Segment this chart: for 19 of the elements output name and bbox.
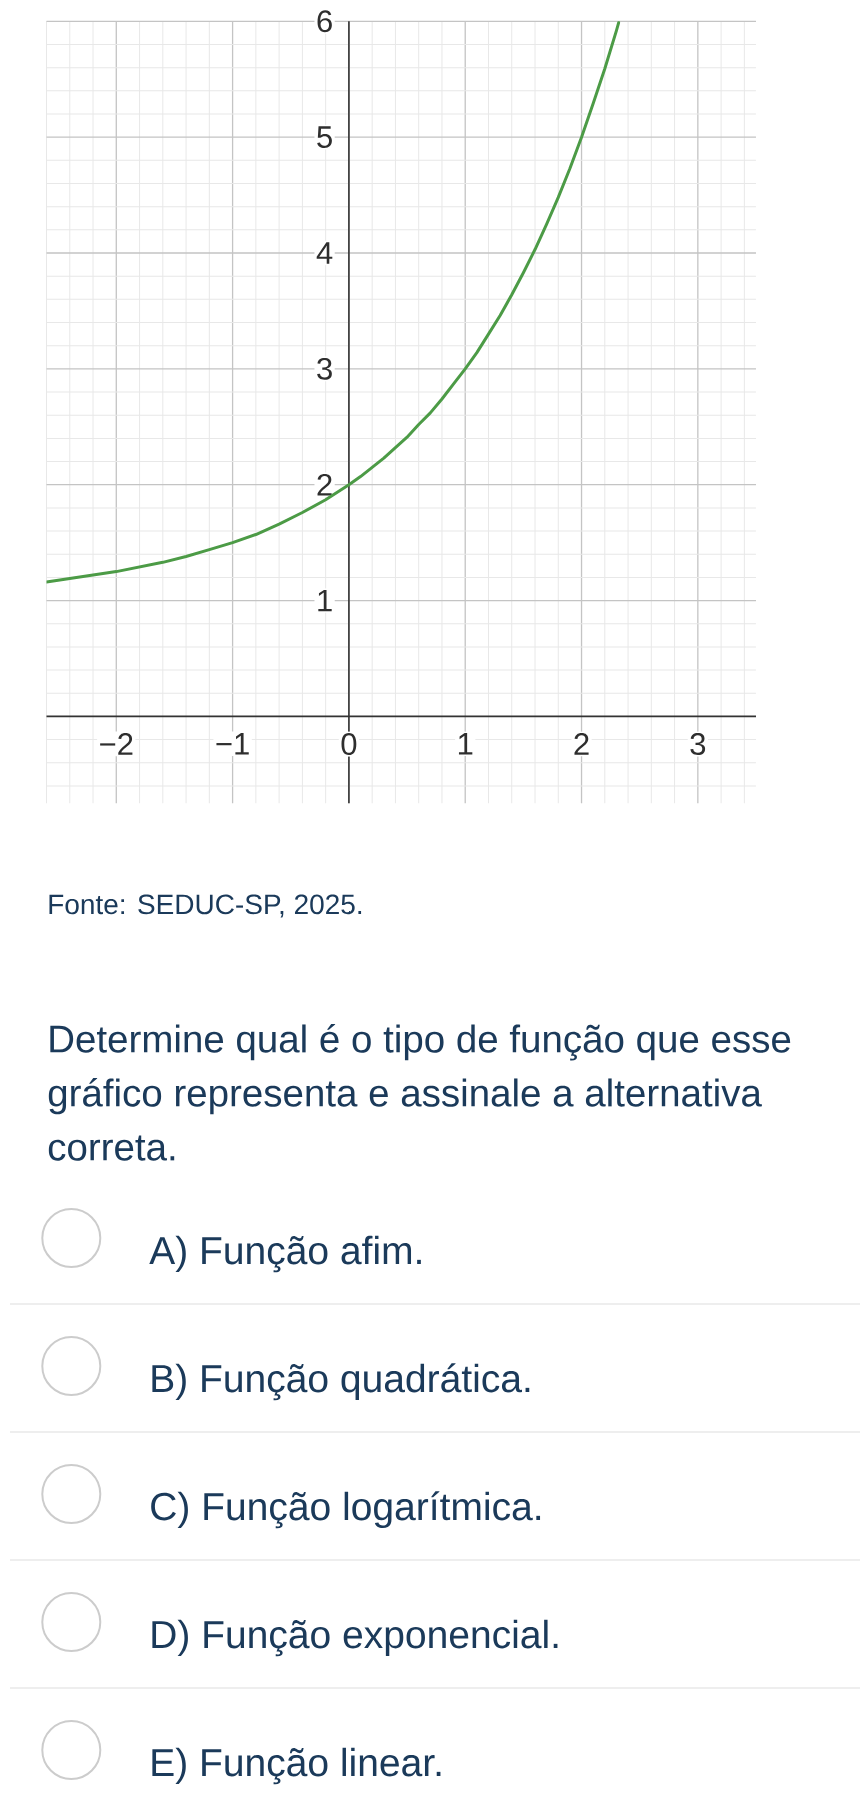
x-tick-label: 0 bbox=[341, 733, 357, 756]
text: C) Função logarítmica. bbox=[151, 1491, 541, 1529]
y-tick-label: 4 bbox=[316, 242, 333, 264]
x-tick-label: 2 bbox=[574, 733, 589, 755]
text: A) Função afim. bbox=[149, 1235, 421, 1273]
text: D) Função exponencial. bbox=[152, 1619, 558, 1657]
text: E) Função linear. bbox=[152, 1747, 441, 1785]
y-tick-label: 1 bbox=[318, 589, 332, 612]
y-tick-label: 6 bbox=[317, 10, 332, 33]
source-note: Fonte: SEDUC-SP, 2025. bbox=[49, 894, 362, 918]
x-tick-label: 3 bbox=[690, 733, 706, 756]
text: Determine qual é o tipo de função que esse gráfico representa e assinale a alternativa correta. bbox=[48, 1024, 791, 1161]
y-tick-label: 2 bbox=[317, 473, 332, 496]
x-tick-label: −1 bbox=[216, 733, 249, 755]
x-tick-label: −2 bbox=[100, 733, 133, 755]
text: B) Função quadrática. bbox=[152, 1363, 530, 1401]
y-tick-label: 3 bbox=[317, 357, 332, 380]
y-tick-label: 5 bbox=[317, 126, 332, 148]
x-tick-label: 1 bbox=[458, 733, 473, 755]
